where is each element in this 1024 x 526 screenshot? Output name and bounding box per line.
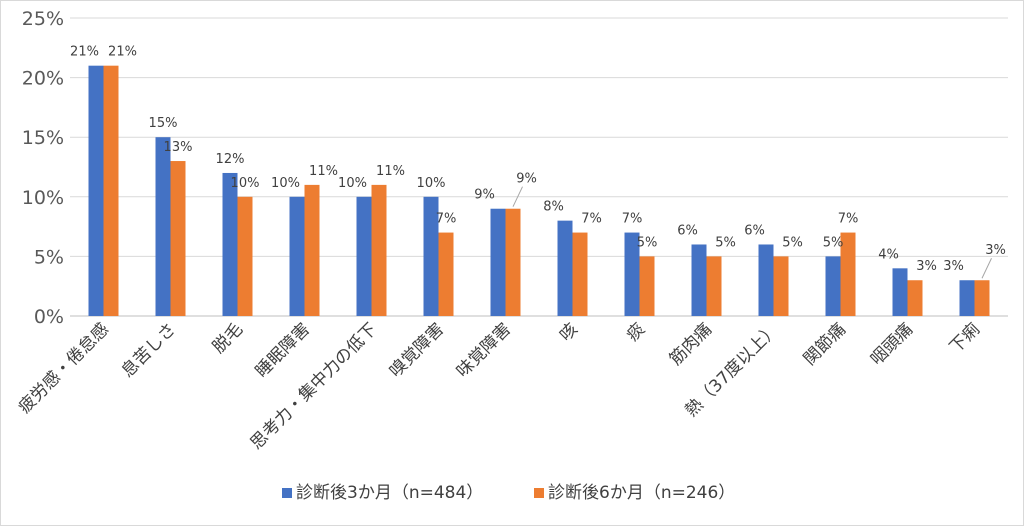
- bar-series1: [624, 232, 640, 316]
- data-label-series2: 3%: [916, 259, 937, 274]
- bar-series2: [639, 256, 655, 316]
- legend-label-series1: 診断後3か月（n=484）: [296, 483, 483, 503]
- data-label-series2: 7%: [581, 212, 602, 227]
- data-label-series2: 11%: [376, 164, 405, 179]
- x-category-label: 咽頭痛: [867, 319, 917, 369]
- bar-series2: [103, 65, 119, 317]
- data-label-series1: 10%: [271, 176, 300, 191]
- data-label-series1: 3%: [943, 259, 964, 274]
- data-label-series1: 15%: [149, 116, 178, 131]
- data-label-series1: 10%: [417, 176, 446, 191]
- bar-series1: [758, 244, 774, 316]
- bar-series2: [840, 232, 856, 316]
- data-label-series1: 21%: [70, 45, 99, 60]
- bar-series2: [907, 280, 923, 316]
- x-category-label: 息苦しさ: [118, 319, 180, 381]
- data-label-series1: 4%: [878, 247, 899, 262]
- bar-series1: [356, 196, 372, 316]
- y-tick-label: 20%: [22, 68, 64, 90]
- data-label-series1: 9%: [474, 188, 495, 203]
- x-category-label: 咳: [556, 319, 582, 345]
- bar-series1: [88, 65, 104, 317]
- bar-series1: [490, 208, 506, 316]
- data-label-series2: 5%: [782, 235, 803, 250]
- x-category-label: 睡眠障害: [252, 319, 314, 381]
- y-tick-label: 5%: [34, 246, 64, 268]
- x-category-label: 脱毛: [209, 319, 247, 357]
- bar-series2: [572, 232, 588, 316]
- bar-series2: [505, 208, 521, 316]
- data-label-leader: [512, 186, 523, 207]
- bar-series1: [557, 220, 573, 316]
- data-label-series1: 7%: [622, 212, 643, 227]
- data-label-series1: 5%: [823, 235, 844, 250]
- x-category-label: 思考力・集中力の低下: [247, 319, 381, 453]
- x-category-label: 下痢: [946, 319, 984, 357]
- legend-swatch-series1: [282, 488, 292, 498]
- bar-series1: [289, 196, 305, 316]
- bar-series2: [237, 196, 253, 316]
- bar-series2: [371, 184, 387, 316]
- x-category-label: 筋肉痛: [666, 319, 716, 369]
- bar-series2: [304, 184, 320, 316]
- bar-series1: [222, 172, 238, 316]
- bar-series1: [155, 137, 171, 316]
- x-category-label: 疲労感・倦怠感: [15, 319, 113, 417]
- legend-label-series2: 診断後6か月（n=246）: [548, 483, 735, 503]
- data-label-series2: 21%: [108, 45, 137, 60]
- bar-series2: [706, 256, 722, 316]
- data-label-series1: 6%: [744, 223, 765, 238]
- data-label-leader: [981, 258, 992, 279]
- bar-series1: [825, 256, 841, 316]
- bar-series2: [438, 232, 454, 316]
- bar-series2: [773, 256, 789, 316]
- data-label-series2: 3%: [985, 243, 1006, 258]
- x-category-label: 味覚障害: [453, 319, 515, 381]
- x-category-label: 関節痛: [800, 319, 850, 369]
- y-tick-label: 25%: [22, 8, 64, 30]
- data-label-series2: 11%: [309, 164, 338, 179]
- data-label-series1: 10%: [338, 176, 367, 191]
- data-label-series1: 8%: [543, 200, 564, 215]
- data-label-series2: 7%: [436, 212, 457, 227]
- x-category-label: 痰: [623, 319, 649, 345]
- bar-series1: [691, 244, 707, 316]
- bar-series1: [959, 280, 975, 316]
- data-label-series1: 12%: [216, 152, 245, 167]
- data-label-series2: 10%: [231, 176, 260, 191]
- y-tick-label: 10%: [22, 187, 64, 209]
- data-label-series1: 6%: [677, 223, 698, 238]
- y-tick-label: 0%: [34, 306, 64, 328]
- x-category-label: 嗅覚障害: [386, 319, 448, 381]
- bar-series1: [892, 268, 908, 316]
- legend-swatch-series2: [534, 488, 544, 498]
- data-label-series2: 13%: [164, 140, 193, 155]
- bar-series2: [170, 161, 186, 316]
- data-label-series2: 5%: [637, 235, 658, 250]
- bar-series1: [423, 196, 439, 316]
- data-label-series2: 9%: [516, 172, 537, 187]
- y-tick-label: 15%: [22, 127, 64, 149]
- data-label-series2: 7%: [838, 212, 859, 227]
- data-label-series2: 5%: [715, 235, 736, 250]
- bar-series2: [974, 280, 990, 316]
